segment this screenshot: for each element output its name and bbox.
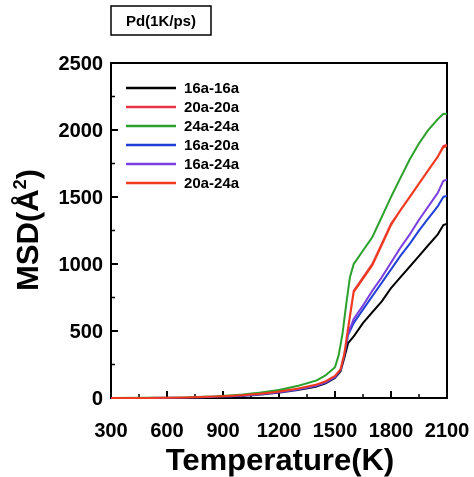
x-tick-label: 900 <box>206 420 239 442</box>
title-box-label: Pd(1K/ps) <box>126 13 196 30</box>
series-line-16a-20a <box>111 194 448 399</box>
legend-label: 20a-24a <box>184 175 240 192</box>
y-axis: 0 500 1000 1500 2000 2500 <box>59 53 118 410</box>
series-line-24a-24a <box>110 112 447 399</box>
y-tick-label: 1500 <box>59 187 104 209</box>
x-tick-label: 600 <box>150 420 183 442</box>
legend-label: 16a-16a <box>184 80 240 97</box>
legend-label: 16a-20a <box>184 137 240 154</box>
y-axis-title-main: MSD( <box>10 211 45 291</box>
title-box-frame <box>110 5 212 36</box>
series-line-16a-16a <box>111 222 448 399</box>
series-line-20a-24a <box>111 145 448 399</box>
legend: 16a-16a 20a-20a 24a-24a 16a-20a 16a-24a 20a-2… <box>126 80 240 192</box>
y-tick-label: 1000 <box>59 254 104 276</box>
y-axis-title-sup: 2 <box>10 179 30 189</box>
series-line-16a-24a <box>111 178 448 399</box>
y-tick-label: 2000 <box>59 120 104 142</box>
x-tick-label: 1200 <box>257 420 302 442</box>
x-tick-label: 1800 <box>369 420 414 442</box>
x-axis: 300 600 900 1200 1500 1800 2100 <box>94 391 469 442</box>
x-tick-label: 300 <box>94 420 127 442</box>
series-group <box>110 112 448 399</box>
x-axis-title: Temperature(K) <box>166 442 395 477</box>
y-tick-label: 2500 <box>59 53 104 75</box>
legend-label: 20a-20a <box>184 99 240 116</box>
plot-frame <box>110 62 448 399</box>
legend-label: 16a-24a <box>184 156 240 173</box>
y-tick-label: 500 <box>70 321 103 343</box>
x-tick-label: 1500 <box>313 420 358 442</box>
y-axis-title-close: ) <box>10 169 45 179</box>
x-tick-label: 2100 <box>425 420 470 442</box>
y-axis-title: MSD(Å2) <box>10 169 45 291</box>
title-box: Pd(1K/ps) <box>110 5 212 36</box>
y-tick-label: 0 <box>92 388 103 410</box>
y-axis-title-unit: Å <box>10 189 45 211</box>
legend-label: 24a-24a <box>184 118 240 135</box>
